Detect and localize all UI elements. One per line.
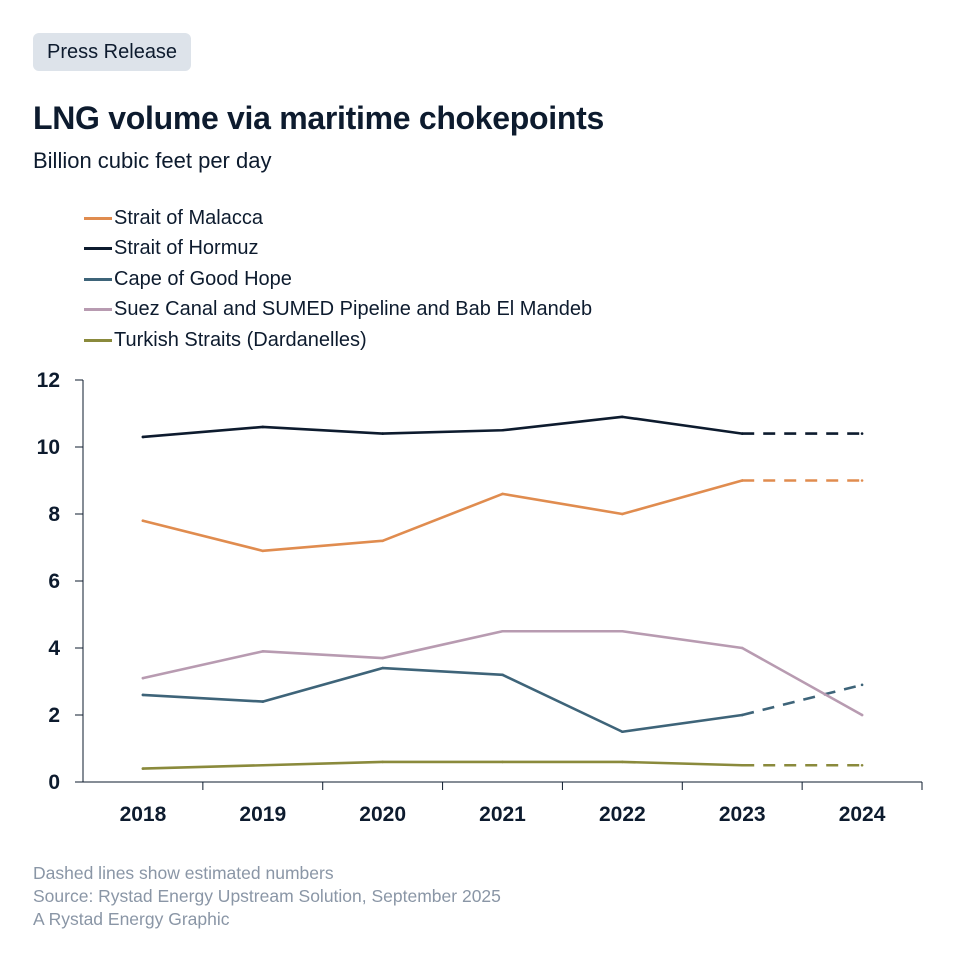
- data-point-3-3: [501, 629, 504, 633]
- data-point-2-0: [141, 693, 145, 697]
- legend-item-turkish: Turkish Straits (Dardanelles): [84, 325, 592, 356]
- data-point-1-1: [261, 425, 265, 429]
- x-tick-label: 2020: [359, 803, 406, 826]
- y-tick-label: 10: [37, 436, 60, 459]
- data-point-4-3: [501, 760, 504, 764]
- chart-subtitle: Billion cubic feet per day: [33, 148, 272, 173]
- legend-item-hormuz: Strait of Hormuz: [84, 234, 592, 265]
- x-tick-label: 2021: [479, 803, 526, 826]
- data-point-3-2: [381, 656, 384, 660]
- data-point-0-3: [501, 492, 504, 496]
- legend-label-hormuz: Strait of Hormuz: [114, 237, 259, 260]
- line-chart: 0 2 4 6 8 10 12 2018 2019 2020 2021 2022 2023 2024: [37, 369, 923, 826]
- data-point-3-1: [261, 650, 265, 653]
- y-tick-label: 6: [48, 570, 60, 593]
- legend-item-malacca: Strait of Malacca: [84, 203, 592, 234]
- data-point-1-2: [381, 432, 384, 435]
- chart-footer: Dashed lines show estimated numbers Sour…: [33, 862, 501, 931]
- footer-credit: A Rystad Energy Graphic: [33, 909, 230, 929]
- data-point-3-0: [141, 676, 145, 680]
- legend-swatch-turkish: [84, 338, 112, 342]
- data-point-0-1: [261, 549, 265, 553]
- press-release-badge: Press Release: [33, 33, 192, 71]
- data-point-0-6: [860, 479, 864, 482]
- chart-legend: Strait of Malacca Strait of Hormuz Cape …: [84, 203, 592, 356]
- data-point-1-4: [621, 415, 624, 419]
- legend-label-malacca: Strait of Malacca: [114, 206, 263, 229]
- data-point-2-5: [740, 713, 744, 717]
- data-point-4-4: [621, 760, 624, 764]
- legend-swatch-cape: [84, 277, 112, 281]
- data-point-1-3: [501, 428, 504, 432]
- x-tick-label: 2024: [839, 803, 886, 826]
- series-line-2: [141, 666, 744, 734]
- legend-swatch-malacca: [84, 216, 112, 220]
- data-point-0-5: [740, 479, 744, 482]
- x-tick-label: 2022: [599, 803, 646, 826]
- y-tick-label: 4: [48, 637, 60, 660]
- y-tick-label: 2: [48, 704, 60, 727]
- data-point-0-4: [621, 512, 624, 516]
- data-point-4-1: [261, 763, 265, 767]
- chart-title: LNG volume via maritime chokepoints: [33, 100, 604, 136]
- legend-label-cape: Cape of Good Hope: [114, 267, 292, 290]
- data-point-1-0: [141, 435, 145, 439]
- data-point-2-2: [381, 666, 384, 670]
- series-line-3: [141, 629, 864, 717]
- data-point-0-0: [141, 519, 145, 522]
- data-point-0-2: [381, 539, 384, 543]
- legend-swatch-suez: [84, 308, 112, 312]
- data-point-4-6: [860, 763, 864, 767]
- x-tick-label: 2023: [719, 803, 766, 826]
- data-point-2-3: [501, 673, 504, 677]
- data-point-3-6: [860, 713, 864, 717]
- series-line-4: [141, 760, 744, 770]
- data-point-4-2: [381, 760, 384, 764]
- series-line-1: [141, 415, 744, 439]
- legend-label-turkish: Turkish Straits (Dardanelles): [114, 328, 367, 351]
- series-dashed-line-2: [741, 683, 863, 717]
- data-point-2-4: [621, 730, 624, 734]
- data-point-2-6: [860, 683, 864, 687]
- footer-note: Dashed lines show estimated numbers: [33, 863, 334, 883]
- data-point-3-5: [740, 646, 744, 650]
- series-line-0: [141, 479, 744, 553]
- legend-label-suez: Suez Canal and SUMED Pipeline and Bab El…: [114, 298, 593, 321]
- data-point-1-6: [860, 432, 864, 435]
- data-point-2-1: [261, 700, 265, 703]
- legend-item-cape: Cape of Good Hope: [84, 264, 592, 295]
- legend-item-suez: Suez Canal and SUMED Pipeline and Bab El…: [84, 295, 592, 326]
- y-tick-label: 12: [37, 369, 60, 392]
- x-tick-label: 2019: [239, 803, 286, 826]
- data-point-3-4: [621, 629, 624, 633]
- x-tick-label: 2018: [120, 803, 167, 826]
- data-point-4-0: [141, 767, 145, 770]
- legend-swatch-hormuz: [84, 247, 112, 251]
- data-point-4-5: [740, 763, 744, 767]
- y-tick-label: 0: [48, 771, 60, 794]
- data-point-1-5: [740, 432, 744, 435]
- footer-source: Source: Rystad Energy Upstream Solution,…: [33, 886, 501, 906]
- y-tick-label: 8: [48, 503, 60, 526]
